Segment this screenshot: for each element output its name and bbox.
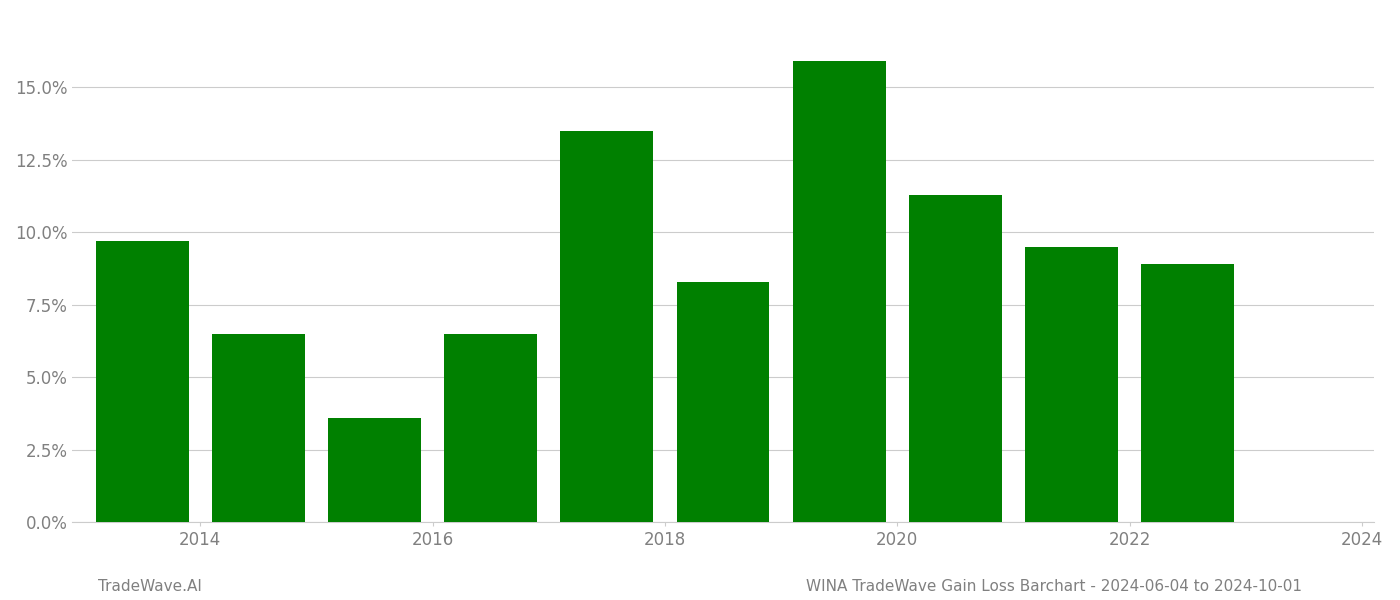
Text: WINA TradeWave Gain Loss Barchart - 2024-06-04 to 2024-10-01: WINA TradeWave Gain Loss Barchart - 2024… [806,579,1302,594]
Bar [792,61,886,522]
Bar [560,131,654,522]
Bar [95,241,189,522]
Bar [676,281,770,522]
Bar [328,418,421,522]
Bar [444,334,538,522]
Bar [1025,247,1119,522]
Text: TradeWave.AI: TradeWave.AI [98,579,202,594]
Bar [909,194,1002,522]
Bar [211,334,305,522]
Bar [1141,264,1235,522]
